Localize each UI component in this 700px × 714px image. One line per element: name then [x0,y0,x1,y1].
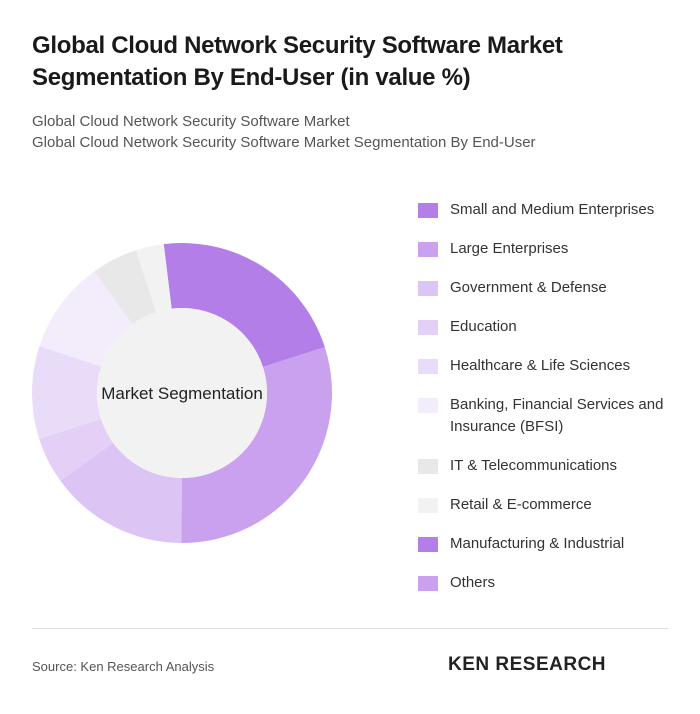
legend-label: Large Enterprises [450,240,569,257]
chart-title: Global Cloud Network Security Software M… [32,32,563,91]
legend-swatch [418,242,438,257]
legend-swatch [418,576,438,591]
legend-item: Banking, Financial Services and Insuranc… [418,394,678,438]
legend-item: Large Enterprises [418,238,678,260]
legend-swatch [418,498,438,513]
legend-item: IT & Telecommunications [418,455,678,477]
legend-swatch [418,203,438,218]
legend-label: Government & Defense [450,279,607,296]
donut-slice [94,250,157,325]
legend-label: Healthcare & Life Sciences [450,357,631,374]
legend-item: Healthcare & Life Sciences [418,355,678,377]
legend-swatch [418,281,438,296]
legend-label: Retail & E-commerce [450,496,592,513]
center-label: Market Segmentation [101,384,263,403]
divider [32,628,668,629]
legend-swatch [418,398,438,413]
brand-logo: KEN RESEARCH [448,654,607,675]
legend-label: Banking, Financial Services and Insuranc… [450,396,664,435]
legend-item: Manufacturing & Industrial [418,533,678,555]
legend-swatch [418,320,438,335]
legend-swatch [418,359,438,374]
legend-item: Education [418,316,678,338]
legend-item: Retail & E-commerce [418,494,678,516]
legend-label: Manufacturing & Industrial [450,535,625,552]
donut-slice [60,442,182,543]
legend-label: Education [450,318,517,335]
chart: Market Segmentation [32,243,332,543]
legend-item: Small and Medium Enterprises [418,199,678,221]
subtitle: Global Cloud Network Security Software M… [32,134,536,151]
donut-slice [163,243,325,368]
donut-slice [39,271,133,367]
donut-slice [136,244,172,313]
donut-slice [181,347,332,543]
donut-slice [39,418,114,481]
legend: Small and Medium Enterprises Large Enterp… [418,199,678,611]
donut-hole [97,308,267,478]
legend-swatch [418,537,438,552]
legend-item: Others [418,572,678,594]
subtitle: Global Cloud Network Security Software M… [32,113,350,130]
legend-label: Others [450,574,496,591]
legend-item: Government & Defense [418,277,678,299]
legend-label: Small and Medium Enterprises [450,201,655,218]
legend-swatch [418,459,438,474]
legend-label: IT & Telecommunications [450,457,618,474]
source: Source: Ken Research Analysis [32,659,215,674]
donut-slice [32,346,102,439]
